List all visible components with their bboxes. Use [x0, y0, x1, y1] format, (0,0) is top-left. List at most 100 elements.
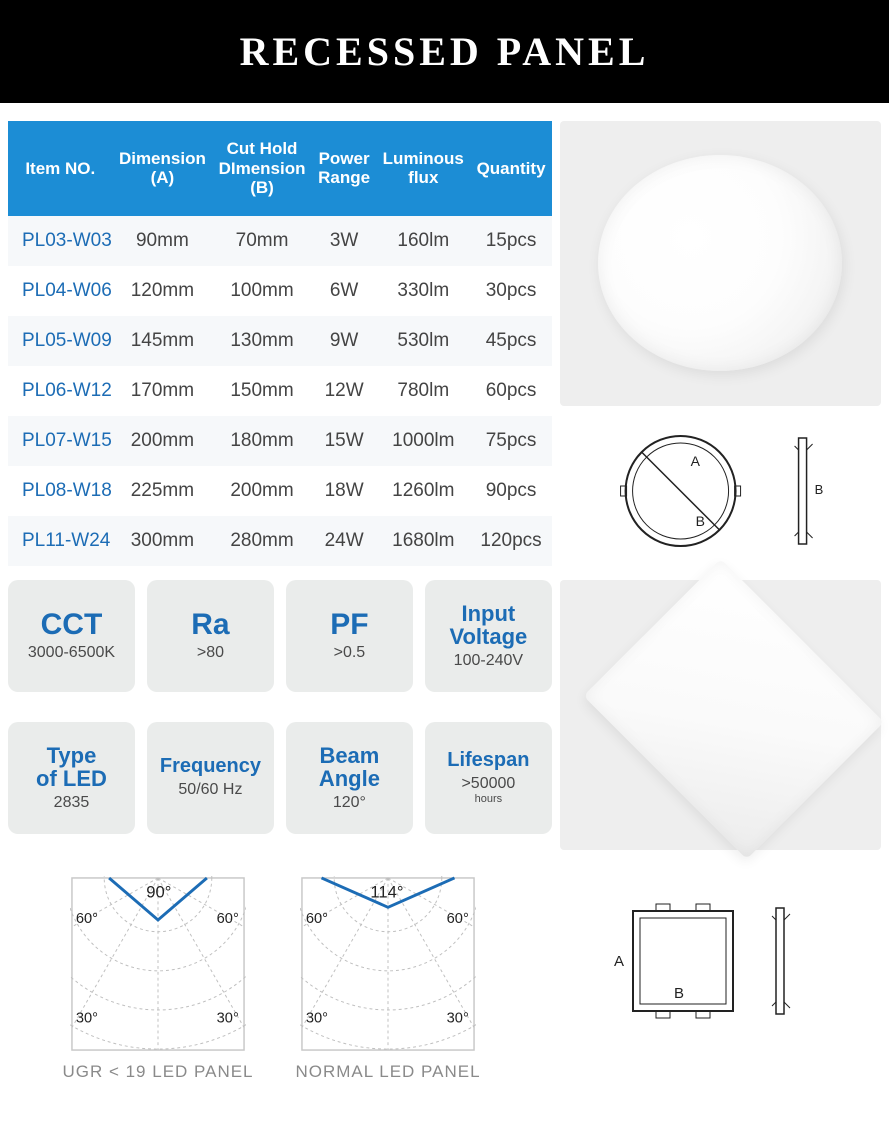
polar-caption-left: UGR < 19 LED PANEL — [62, 1062, 253, 1082]
cell-value: 170mm — [113, 366, 213, 416]
cell-value: 70mm — [212, 216, 312, 266]
polar-ugr19: 90° 60° 60° 30° 30° UGR < 19 LED PANEL — [58, 876, 258, 1082]
svg-text:60°: 60° — [76, 911, 98, 927]
col-lumens: Luminous flux — [376, 121, 470, 216]
polar-chart-left: 90° 60° 60° 30° 30° — [70, 876, 246, 1052]
round-panel-icon — [598, 155, 842, 371]
label-b: B — [695, 513, 704, 529]
spec-box: Beam Angle 120° — [286, 722, 413, 834]
cell-value: 145mm — [113, 316, 213, 366]
spec-title: Frequency — [160, 756, 261, 777]
cell-itemno: PL05-W09 — [8, 316, 113, 366]
cell-value: 150mm — [212, 366, 312, 416]
cell-itemno: PL08-W18 — [8, 466, 113, 516]
spec-value: >50000 — [461, 775, 515, 793]
cell-value: 60pcs — [470, 366, 552, 416]
svg-text:A: A — [614, 953, 624, 970]
svg-text:B: B — [814, 482, 823, 497]
cell-value: 90mm — [113, 216, 213, 266]
spec-box: Type of LED2835 — [8, 722, 135, 834]
cell-value: 100mm — [212, 266, 312, 316]
cell-value: 1680lm — [376, 516, 470, 566]
cell-value: 780lm — [376, 366, 470, 416]
spec-box: Input Voltage 100-240V — [425, 580, 552, 692]
table-row: PL08-W18225mm200mm18W1260lm90pcs — [8, 466, 552, 516]
cell-value: 75pcs — [470, 416, 552, 466]
cell-value: 120pcs — [470, 516, 552, 566]
cell-value: 225mm — [113, 466, 213, 516]
svg-text:60°: 60° — [447, 911, 469, 927]
cell-itemno: PL06-W12 — [8, 366, 113, 416]
table-header: Item NO. Dimension (A) Cut Hold DImensio… — [8, 121, 552, 216]
spec-value: 120° — [333, 794, 366, 812]
spec-value: 50/60 Hz — [178, 781, 242, 799]
spec-box: Frequency 50/60 Hz — [147, 722, 274, 834]
cell-value: 300mm — [113, 516, 213, 566]
spec-title: Input Voltage — [449, 602, 527, 648]
cell-value: 1260lm — [376, 466, 470, 516]
spec-box: CCT 3000-6500K — [8, 580, 135, 692]
cell-value: 530lm — [376, 316, 470, 366]
spec-title: Beam Angle — [319, 744, 380, 790]
spec-title: CCT — [41, 609, 103, 641]
square-panel-photo — [560, 580, 881, 850]
polar-caption-right: NORMAL LED PANEL — [295, 1062, 480, 1082]
table-row: PL06-W12170mm150mm12W780lm60pcs — [8, 366, 552, 416]
cell-value: 180mm — [212, 416, 312, 466]
spec-box: Lifespan>50000hours — [425, 722, 552, 834]
cell-itemno: PL11-W24 — [8, 516, 113, 566]
right-column-top: A B B — [560, 121, 881, 566]
spec-title: Lifespan — [447, 750, 529, 771]
spec-table-wrap: Item NO. Dimension (A) Cut Hold DImensio… — [8, 121, 552, 566]
spec-value: >80 — [197, 644, 224, 662]
col-dimension-a: Dimension (A) — [113, 121, 213, 216]
cell-itemno: PL07-W15 — [8, 416, 113, 466]
cell-value: 45pcs — [470, 316, 552, 366]
spec-title: PF — [330, 609, 368, 641]
cell-value: 280mm — [212, 516, 312, 566]
table-row: PL03-W0390mm70mm3W160lm15pcs — [8, 216, 552, 266]
top-row: Item NO. Dimension (A) Cut Hold DImensio… — [8, 121, 881, 566]
round-dimension-diagram: A B B — [560, 416, 881, 566]
table-row: PL07-W15200mm180mm15W1000lm75pcs — [8, 416, 552, 466]
square-panel-icon — [583, 559, 884, 860]
table-row: PL04-W06120mm100mm6W330lm30pcs — [8, 266, 552, 316]
cell-value: 330lm — [376, 266, 470, 316]
spec-box: Ra >80 — [147, 580, 274, 692]
page-title: RECESSED PANEL — [0, 0, 889, 103]
cell-value: 90pcs — [470, 466, 552, 516]
svg-text:30°: 30° — [76, 1010, 98, 1026]
cell-value: 160lm — [376, 216, 470, 266]
svg-text:B: B — [674, 985, 684, 1002]
cell-value: 15pcs — [470, 216, 552, 266]
table-row: PL11-W24300mm280mm24W1680lm120pcs — [8, 516, 552, 566]
col-power: Power Range — [312, 121, 376, 216]
label-a: A — [690, 453, 700, 469]
col-itemno: Item NO. — [8, 121, 113, 216]
col-qty: Quantity — [470, 121, 552, 216]
spec-grid: CCT3000-6500KRa>80PF>0.5Input Voltage100… — [8, 580, 552, 850]
table-row: PL05-W09145mm130mm9W530lm45pcs — [8, 316, 552, 366]
bottom-row: 90° 60° 60° 30° 30° UGR < 19 LED PANEL 1… — [8, 876, 881, 1082]
polar-normal: 114° 60° 60° 30° 30° NORMAL LED PANEL — [288, 876, 488, 1082]
cell-value: 6W — [312, 266, 376, 316]
svg-text:114°: 114° — [370, 882, 403, 901]
spec-value: 3000-6500K — [28, 644, 115, 662]
spec-table: Item NO. Dimension (A) Cut Hold DImensio… — [8, 121, 552, 566]
cell-itemno: PL03-W03 — [8, 216, 113, 266]
square-dimension-diagram: A B — [578, 876, 838, 1056]
cell-value: 1000lm — [376, 416, 470, 466]
cell-value: 3W — [312, 216, 376, 266]
cell-value: 30pcs — [470, 266, 552, 316]
spec-title: Ra — [191, 609, 229, 641]
spec-value: 2835 — [54, 794, 90, 812]
col-cuthole-b: Cut Hold DImension (B) — [212, 121, 312, 216]
svg-text:30°: 30° — [306, 1010, 328, 1026]
spec-value: 100-240V — [454, 652, 523, 670]
table-body: PL03-W0390mm70mm3W160lm15pcsPL04-W06120m… — [8, 216, 552, 566]
cell-value: 120mm — [113, 266, 213, 316]
cell-value: 15W — [312, 416, 376, 466]
cell-value: 9W — [312, 316, 376, 366]
cell-value: 130mm — [212, 316, 312, 366]
cell-itemno: PL04-W06 — [8, 266, 113, 316]
